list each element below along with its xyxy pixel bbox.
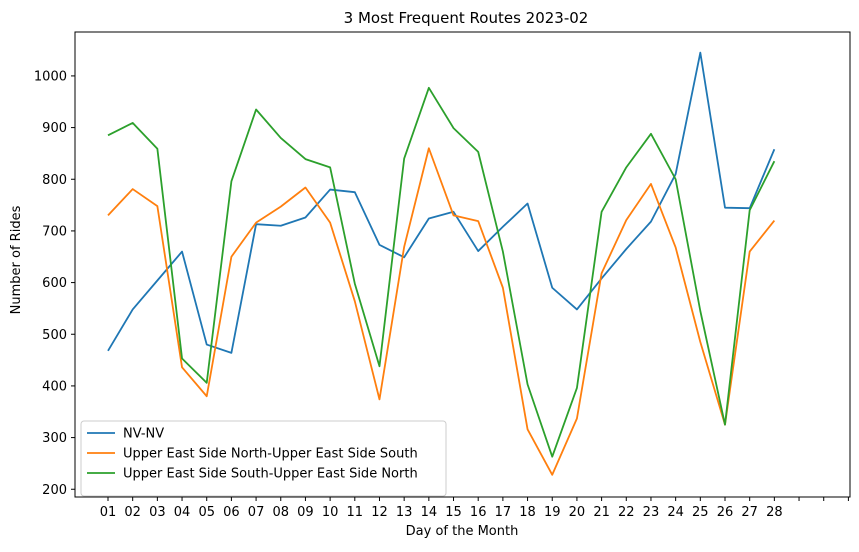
x-axis-title: Day of the Month (406, 524, 519, 539)
y-tick-label: 400 (42, 379, 67, 394)
plot-area: 200 300 400 500 600 700 800 900 1000 01 02 03 04 05 06… (34, 31, 851, 520)
x-tick-label: 08 (272, 505, 289, 520)
plot-frame (74, 31, 851, 498)
x-tick-label: 25 (692, 505, 709, 520)
y-axis-title: Number of Rides (9, 205, 24, 314)
x-tick-label: 07 (248, 505, 265, 520)
x-tick-label: 16 (470, 505, 487, 520)
x-tick-label: 22 (618, 505, 635, 520)
y-tick-label: 200 (42, 483, 67, 498)
x-tick-label: 04 (174, 505, 191, 520)
x-tick-label: 01 (100, 505, 117, 520)
x-tick-label: 12 (371, 505, 388, 520)
y-tick-label: 700 (42, 224, 67, 239)
legend: NV-NV Upper East Side North-Upper East Si… (80, 420, 447, 497)
y-tick-label: 900 (42, 121, 67, 136)
legend-label-1: NV-NV (123, 427, 164, 442)
x-tick-label: 15 (445, 505, 462, 520)
x-tick-label: 21 (593, 505, 610, 520)
x-tick-label: 14 (421, 505, 438, 520)
y-tick-label: 500 (42, 328, 67, 343)
series-line-3 (107, 86, 776, 458)
series-line-2 (107, 147, 776, 476)
x-tick-label: 17 (495, 505, 512, 520)
chart-title: 3 Most Frequent Routes 2023-02 (344, 9, 589, 27)
legend-label-3: Upper East Side South-Upper East Side No… (123, 467, 418, 482)
x-tick-label: 06 (223, 505, 240, 520)
y-tick-label: 1000 (34, 69, 67, 84)
x-tick-label: 18 (519, 505, 536, 520)
y-tick-label: 600 (42, 276, 67, 291)
x-tick-label: 13 (396, 505, 413, 520)
x-tick-label: 03 (149, 505, 166, 520)
x-tick-label: 28 (766, 505, 783, 520)
x-tick-label: 20 (569, 505, 586, 520)
x-tick-label: 24 (667, 505, 684, 520)
x-tick-label: 09 (297, 505, 314, 520)
series-line-1 (107, 51, 776, 354)
x-tick-label: 11 (347, 505, 364, 520)
x-tick-label: 02 (124, 505, 141, 520)
x-tick-label: 27 (741, 505, 758, 520)
x-tick-label: 23 (643, 505, 660, 520)
x-tick-label: 19 (544, 505, 561, 520)
y-tick-label: 300 (42, 431, 67, 446)
legend-label-2: Upper East Side North-Upper East Side So… (123, 447, 418, 462)
y-tick-label: 800 (42, 173, 67, 188)
x-tick-label: 05 (198, 505, 215, 520)
x-tick-label: 10 (322, 505, 339, 520)
legend-box (80, 420, 447, 497)
x-tick-label: 26 (717, 505, 734, 520)
